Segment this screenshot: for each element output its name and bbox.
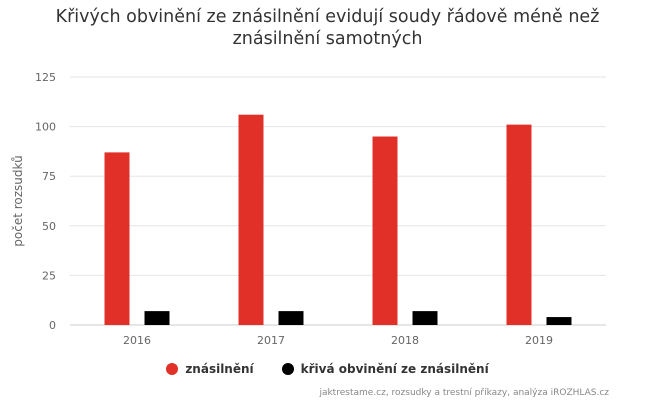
x-tick-label: 2016 (123, 334, 151, 347)
y-tick-label: 50 (42, 220, 56, 233)
bars (104, 114, 572, 325)
y-axis-label: počet rozsudků (11, 155, 25, 246)
bar-kriva-obvineni-2018[interactable] (412, 311, 438, 325)
legend: znásilnění křivá obvinění ze znásilnění (0, 362, 655, 376)
y-tick-label: 25 (42, 269, 56, 282)
chart-credits[interactable]: jaktrestame.cz, rozsudky a trestní příka… (319, 388, 609, 398)
y-tick-label: 125 (35, 71, 56, 84)
bar-znasilneni-2019[interactable] (506, 124, 532, 325)
x-tick-label: 2018 (391, 334, 419, 347)
legend-swatch-znasilneni (166, 363, 179, 375)
legend-swatch-kriva-obvineni (281, 363, 294, 375)
legend-item-znasilneni[interactable]: znásilnění (166, 362, 254, 376)
legend-label-znasilneni: znásilnění (185, 362, 254, 376)
chart-title: Křivých obvinění ze znásilnění evidují s… (0, 6, 655, 50)
bar-znasilneni-2018[interactable] (372, 136, 398, 325)
x-tick-label: 2017 (257, 334, 285, 347)
bar-znasilneni-2016[interactable] (104, 152, 130, 325)
y-axis-ticks: 0 25 50 75 100 125 (35, 71, 56, 332)
y-tick-label: 0 (49, 319, 56, 332)
x-axis-ticks: 2016 2017 2018 2019 (123, 334, 553, 347)
bar-znasilneni-2017[interactable] (238, 114, 264, 325)
x-tick-label: 2019 (525, 334, 553, 347)
chart-title-line-2: znásilnění samotných (232, 29, 423, 49)
legend-label-kriva-obvineni: křivá obvinění ze znásilnění (300, 362, 489, 376)
bar-kriva-obvineni-2016[interactable] (144, 311, 170, 325)
y-tick-label: 100 (35, 121, 56, 134)
y-tick-label: 75 (42, 170, 56, 183)
chart-title-line-1: Křivých obvinění ze znásilnění evidují s… (55, 7, 600, 27)
bar-kriva-obvineni-2019[interactable] (546, 317, 572, 325)
legend-item-kriva-obvineni[interactable]: křivá obvinění ze znásilnění (281, 362, 489, 376)
bar-kriva-obvineni-2017[interactable] (278, 311, 304, 325)
